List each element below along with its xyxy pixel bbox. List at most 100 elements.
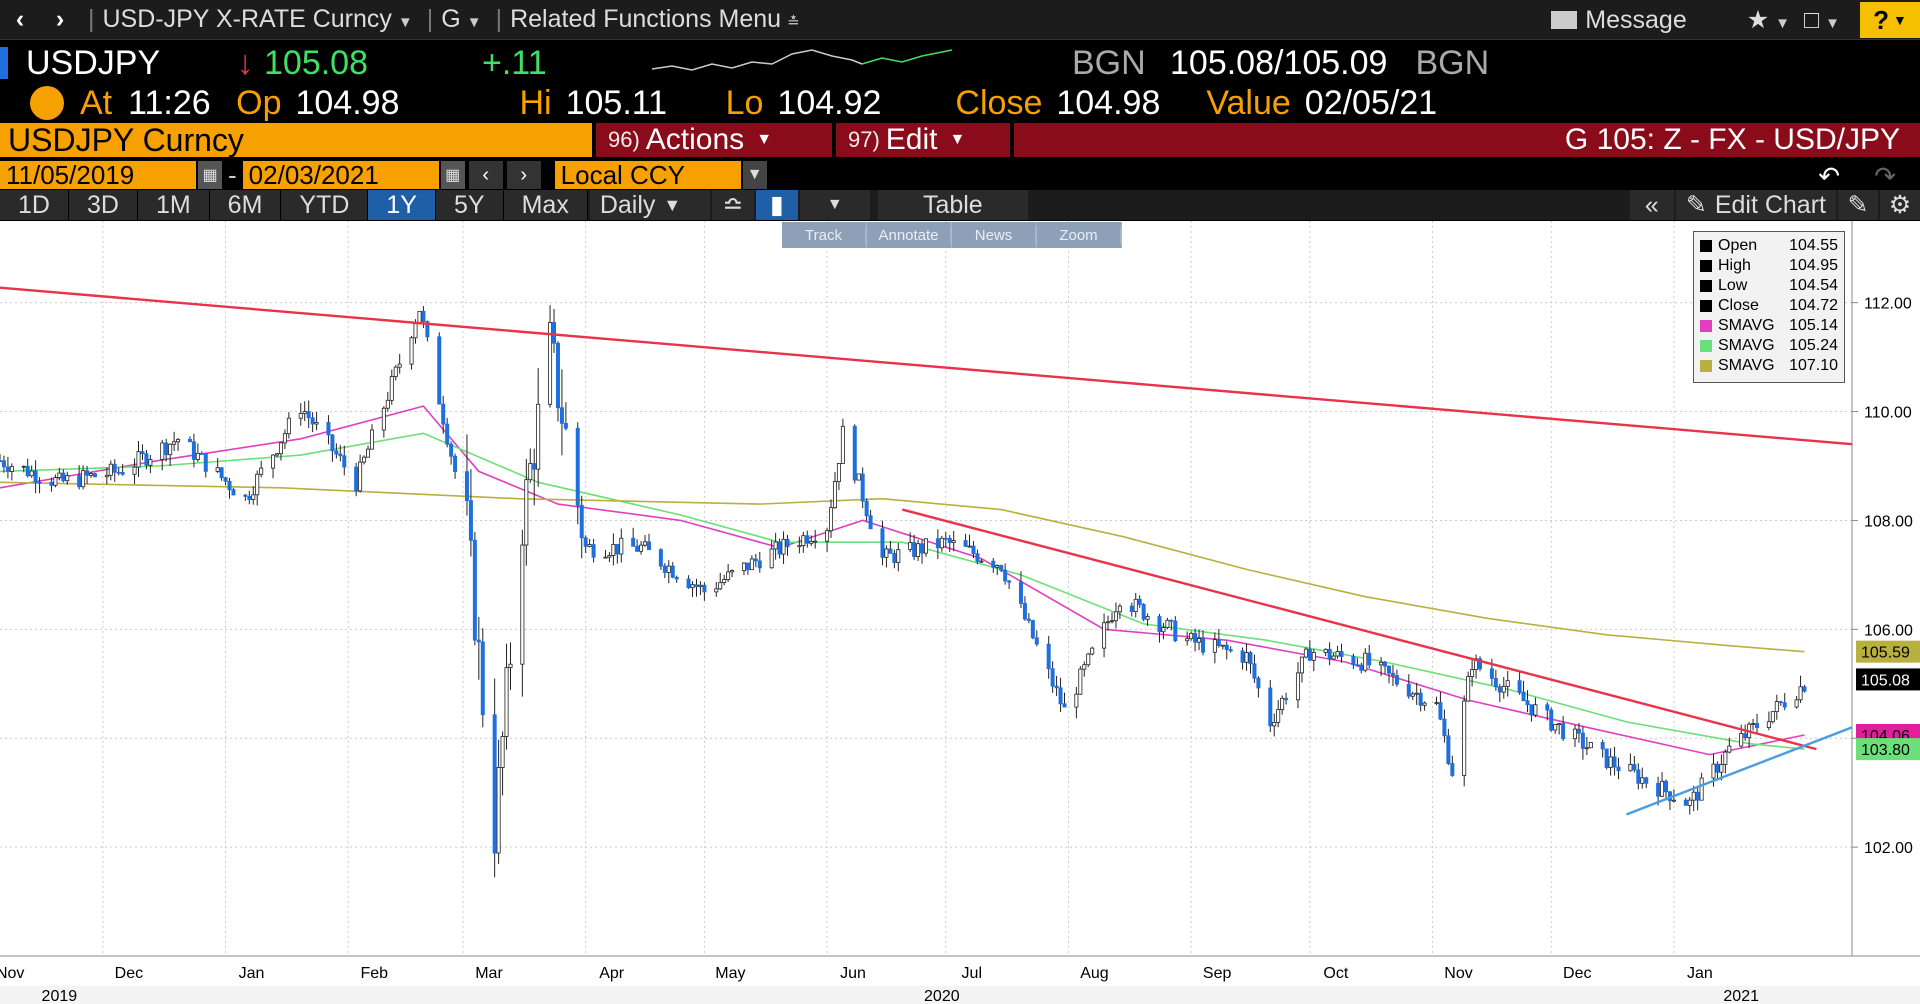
candle-body — [718, 582, 723, 590]
calendar-icon[interactable]: ▦ — [440, 161, 465, 189]
legend-label: Open — [1718, 237, 1758, 254]
tab-range-ytd[interactable]: YTD — [281, 190, 369, 220]
high-price: 105.11 — [565, 83, 668, 122]
prev-period-button[interactable]: ‹ — [468, 161, 503, 189]
candle-body — [559, 407, 564, 424]
message-button[interactable]: Message — [1551, 6, 1687, 35]
news-tool[interactable]: News — [952, 222, 1037, 248]
candle-body — [57, 472, 62, 479]
next-period-button[interactable]: › — [506, 161, 541, 189]
candle-body — [1022, 603, 1027, 620]
range-toolbar: 1D 3D 1M 6M YTD 1Y 5Y Max Daily ▼ ≏ ▮ ▼ T… — [0, 190, 1920, 220]
candle-body — [971, 545, 976, 555]
candle-body — [524, 479, 529, 546]
tab-range-max[interactable]: Max — [503, 190, 588, 220]
candle-body — [1161, 627, 1166, 633]
security-input[interactable]: USDJPY Curncy — [0, 122, 592, 158]
candle-body — [1470, 669, 1475, 677]
window-icon[interactable]: □ ▼ — [1804, 5, 1840, 34]
page-title-bar: G 105: Z - FX - USD/JPY — [1014, 123, 1920, 157]
legend-item: SMAVG 107.10 — [1700, 356, 1838, 376]
legend-value: 104.55 — [1789, 237, 1838, 254]
candle-body — [749, 558, 754, 571]
x-tick-label: Aug — [1080, 965, 1108, 982]
candlestick-icon[interactable]: ▮ — [755, 190, 798, 220]
track-tool[interactable]: Track — [782, 222, 867, 248]
candle-body — [199, 452, 204, 455]
period-select[interactable]: Daily ▼ — [589, 190, 710, 220]
related-functions-menu[interactable]: Related Functions Menu ≛ — [510, 5, 800, 34]
candle-body — [1517, 680, 1522, 693]
gear-icon[interactable]: ⚙ — [1880, 190, 1920, 220]
drawing-tools-icon[interactable]: ✎ — [1838, 190, 1878, 220]
undo-icon[interactable]: ↶ — [1818, 161, 1840, 191]
price-chart[interactable]: 112.00110.00108.00106.00104.00102.00105.… — [0, 221, 1920, 1004]
candle-body — [1478, 658, 1483, 670]
collapse-icon[interactable]: « — [1629, 190, 1674, 220]
candle-body — [1628, 764, 1633, 772]
time-label: At — [80, 83, 113, 122]
candle-body — [920, 543, 925, 554]
annotate-tool[interactable]: Annotate — [867, 222, 952, 248]
candle-body — [1798, 686, 1803, 701]
actions-menu[interactable]: 96) Actions ▼ — [596, 123, 832, 157]
end-date-input[interactable]: 02/03/2021 — [242, 160, 439, 190]
candle-body — [65, 475, 70, 482]
price-tag-label: 105.59 — [1861, 645, 1910, 662]
tab-range-3d[interactable]: 3D — [68, 190, 138, 220]
chart-area[interactable]: 112.00110.00108.00106.00104.00102.00105.… — [0, 221, 1920, 1004]
candle-body — [836, 463, 841, 482]
legend-label: SMAVG — [1718, 337, 1775, 354]
line-chart-icon[interactable]: ≏ — [711, 190, 754, 220]
tab-range-5y[interactable]: 5Y — [436, 190, 504, 220]
edit-chart-button[interactable]: ✎ Edit Chart — [1675, 190, 1836, 220]
zoom-tool[interactable]: Zoom — [1037, 222, 1122, 248]
start-date-input[interactable]: 11/05/2019 — [0, 160, 196, 190]
candle-body — [1086, 653, 1091, 666]
candle-body — [1501, 685, 1506, 693]
tab-range-6m[interactable]: 6M — [209, 190, 282, 220]
candle-body — [1450, 763, 1455, 776]
redo-icon[interactable]: ↷ — [1874, 161, 1896, 191]
candle-body — [1545, 704, 1550, 711]
candle-body — [1664, 780, 1669, 793]
currency-select[interactable]: Local CCY — [554, 160, 741, 190]
candle-body — [369, 429, 374, 450]
candle-body — [1311, 652, 1316, 661]
tab-range-1y[interactable]: 1Y — [368, 190, 436, 220]
calendar-icon[interactable]: ▦ — [198, 161, 222, 189]
candle-body — [1007, 580, 1012, 583]
candle-body — [801, 535, 806, 547]
candle-body — [1256, 677, 1261, 689]
candle-body — [160, 442, 165, 460]
candle-body — [1117, 605, 1122, 613]
x-tick-label: Jul — [962, 965, 982, 982]
candle-body — [1280, 697, 1285, 710]
forward-arrow-icon[interactable]: › — [55, 5, 65, 33]
chart-legend[interactable]: Open 104.55 High 104.95 Low 104.54 Close 104… — [1693, 231, 1845, 383]
candle-body — [947, 537, 952, 544]
candle-body — [1295, 672, 1300, 701]
security-selector[interactable]: USD-JPY X-RATE Curncy ▼ — [103, 5, 413, 34]
chart-type-dropdown[interactable]: ▼ — [799, 190, 870, 220]
candle-body — [219, 467, 224, 479]
edit-menu[interactable]: 97) Edit ▼ — [836, 123, 1010, 157]
candle-body — [1739, 733, 1744, 747]
candle-body — [191, 441, 196, 460]
help-button[interactable]: ? ▼ — [1860, 2, 1920, 38]
trendline — [901, 508, 1817, 751]
tab-range-1m[interactable]: 1M — [137, 190, 210, 220]
candle-body — [358, 461, 363, 492]
back-arrow-icon[interactable]: ‹ — [15, 5, 25, 33]
candle-body — [1030, 620, 1035, 639]
table-button[interactable]: Table — [877, 190, 1028, 220]
candle-body — [1608, 756, 1613, 768]
star-icon[interactable]: ★ ▼ — [1746, 6, 1791, 34]
y-tick-label: 106.00 — [1864, 622, 1913, 639]
candle-body — [330, 434, 335, 452]
tab-range-1d[interactable]: 1D — [0, 190, 69, 220]
candle-body — [769, 548, 774, 569]
chevron-down-icon[interactable]: ▼ — [742, 161, 767, 189]
source-selector[interactable]: G ▼ — [441, 5, 481, 34]
candle-body — [366, 448, 371, 458]
